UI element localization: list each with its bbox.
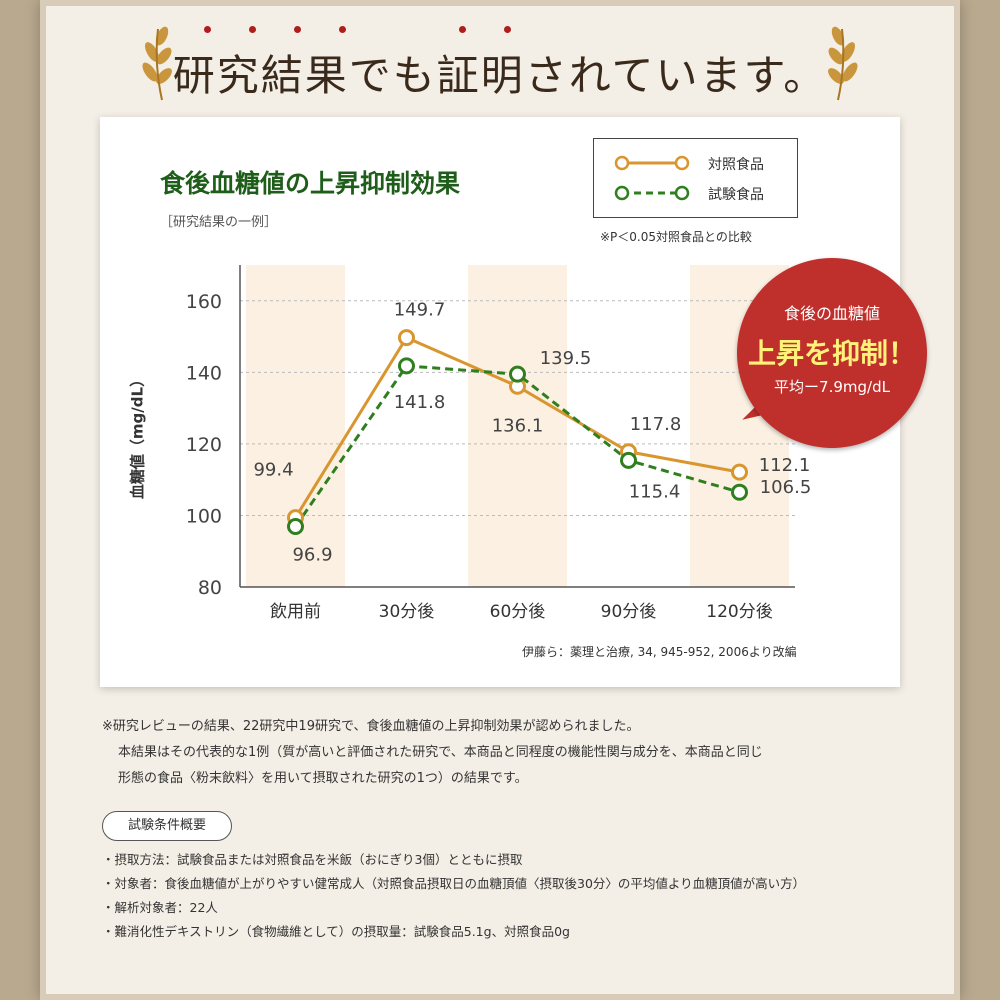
condition-item: ・対象者：食後血糖値が上がりやすい健常成人（対照食品摂取日の血糖頂値〈摂取後30… [102, 876, 806, 891]
badge-line-3: 平均ー7.9mg/dL [774, 378, 890, 396]
chart-title: 食後血糖値の上昇抑制効果 [160, 169, 461, 198]
note-line-1: ※研究レビューの結果、22研究中19研究で、食後血糖値の上昇抑制効果が認められま… [102, 719, 640, 734]
conditions-title: 試験条件概要 [102, 811, 232, 841]
note-line-3: 形態の食品〈粉末飲料〉を用いて摂取された研究の1つ）の結果です。 [118, 771, 528, 786]
note-line-2: 本結果はその代表的な1例（質が高いと評価された研究で、本商品と同程度の機能性関与… [118, 745, 763, 760]
laurel-right-icon [828, 26, 858, 101]
laurel-left-icon [142, 26, 172, 101]
condition-item: ・難消化性デキストリン（食物繊維として）の摂取量：試験食品5.1g、対照食品0g [102, 924, 570, 939]
legend-test-label: 試験食品 [708, 187, 764, 203]
badge-line-2: 上昇を抑制！ [747, 337, 916, 370]
chart-legend: 対照食品 試験食品 [593, 138, 798, 218]
chart-subtitle: ［研究結果の一例］ [160, 215, 278, 230]
badge-line-1: 食後の血糖値 [783, 304, 880, 323]
result-badge: 食後の血糖値 上昇を抑制！ 平均ー7.9mg/dL [737, 258, 927, 448]
source-citation: 伊藤ら：薬理と治療, 34, 945-952, 2006より改編 [522, 645, 797, 659]
emphasis-dots [0, 26, 1000, 36]
conditions-list: ・摂取方法：試験食品または対照食品を米飯（おにぎり3個）とともに摂取 ・対象者：… [102, 848, 942, 944]
y-axis-label: 血糖値（mg/dL） [128, 371, 147, 500]
condition-item: ・摂取方法：試験食品または対照食品を米飯（おにぎり3個）とともに摂取 [102, 852, 523, 867]
legend-control-label: 対照食品 [708, 157, 764, 173]
research-notes: ※研究レビューの結果、22研究中19研究で、食後血糖値の上昇抑制効果が認められま… [102, 714, 922, 792]
significance-note: ※P＜0.05対照食品との比較 [600, 230, 752, 244]
legend-swatches [614, 155, 690, 201]
condition-item: ・解析対象者：22人 [102, 900, 218, 915]
headline: 研究結果でも証明されています。 [172, 51, 828, 100]
